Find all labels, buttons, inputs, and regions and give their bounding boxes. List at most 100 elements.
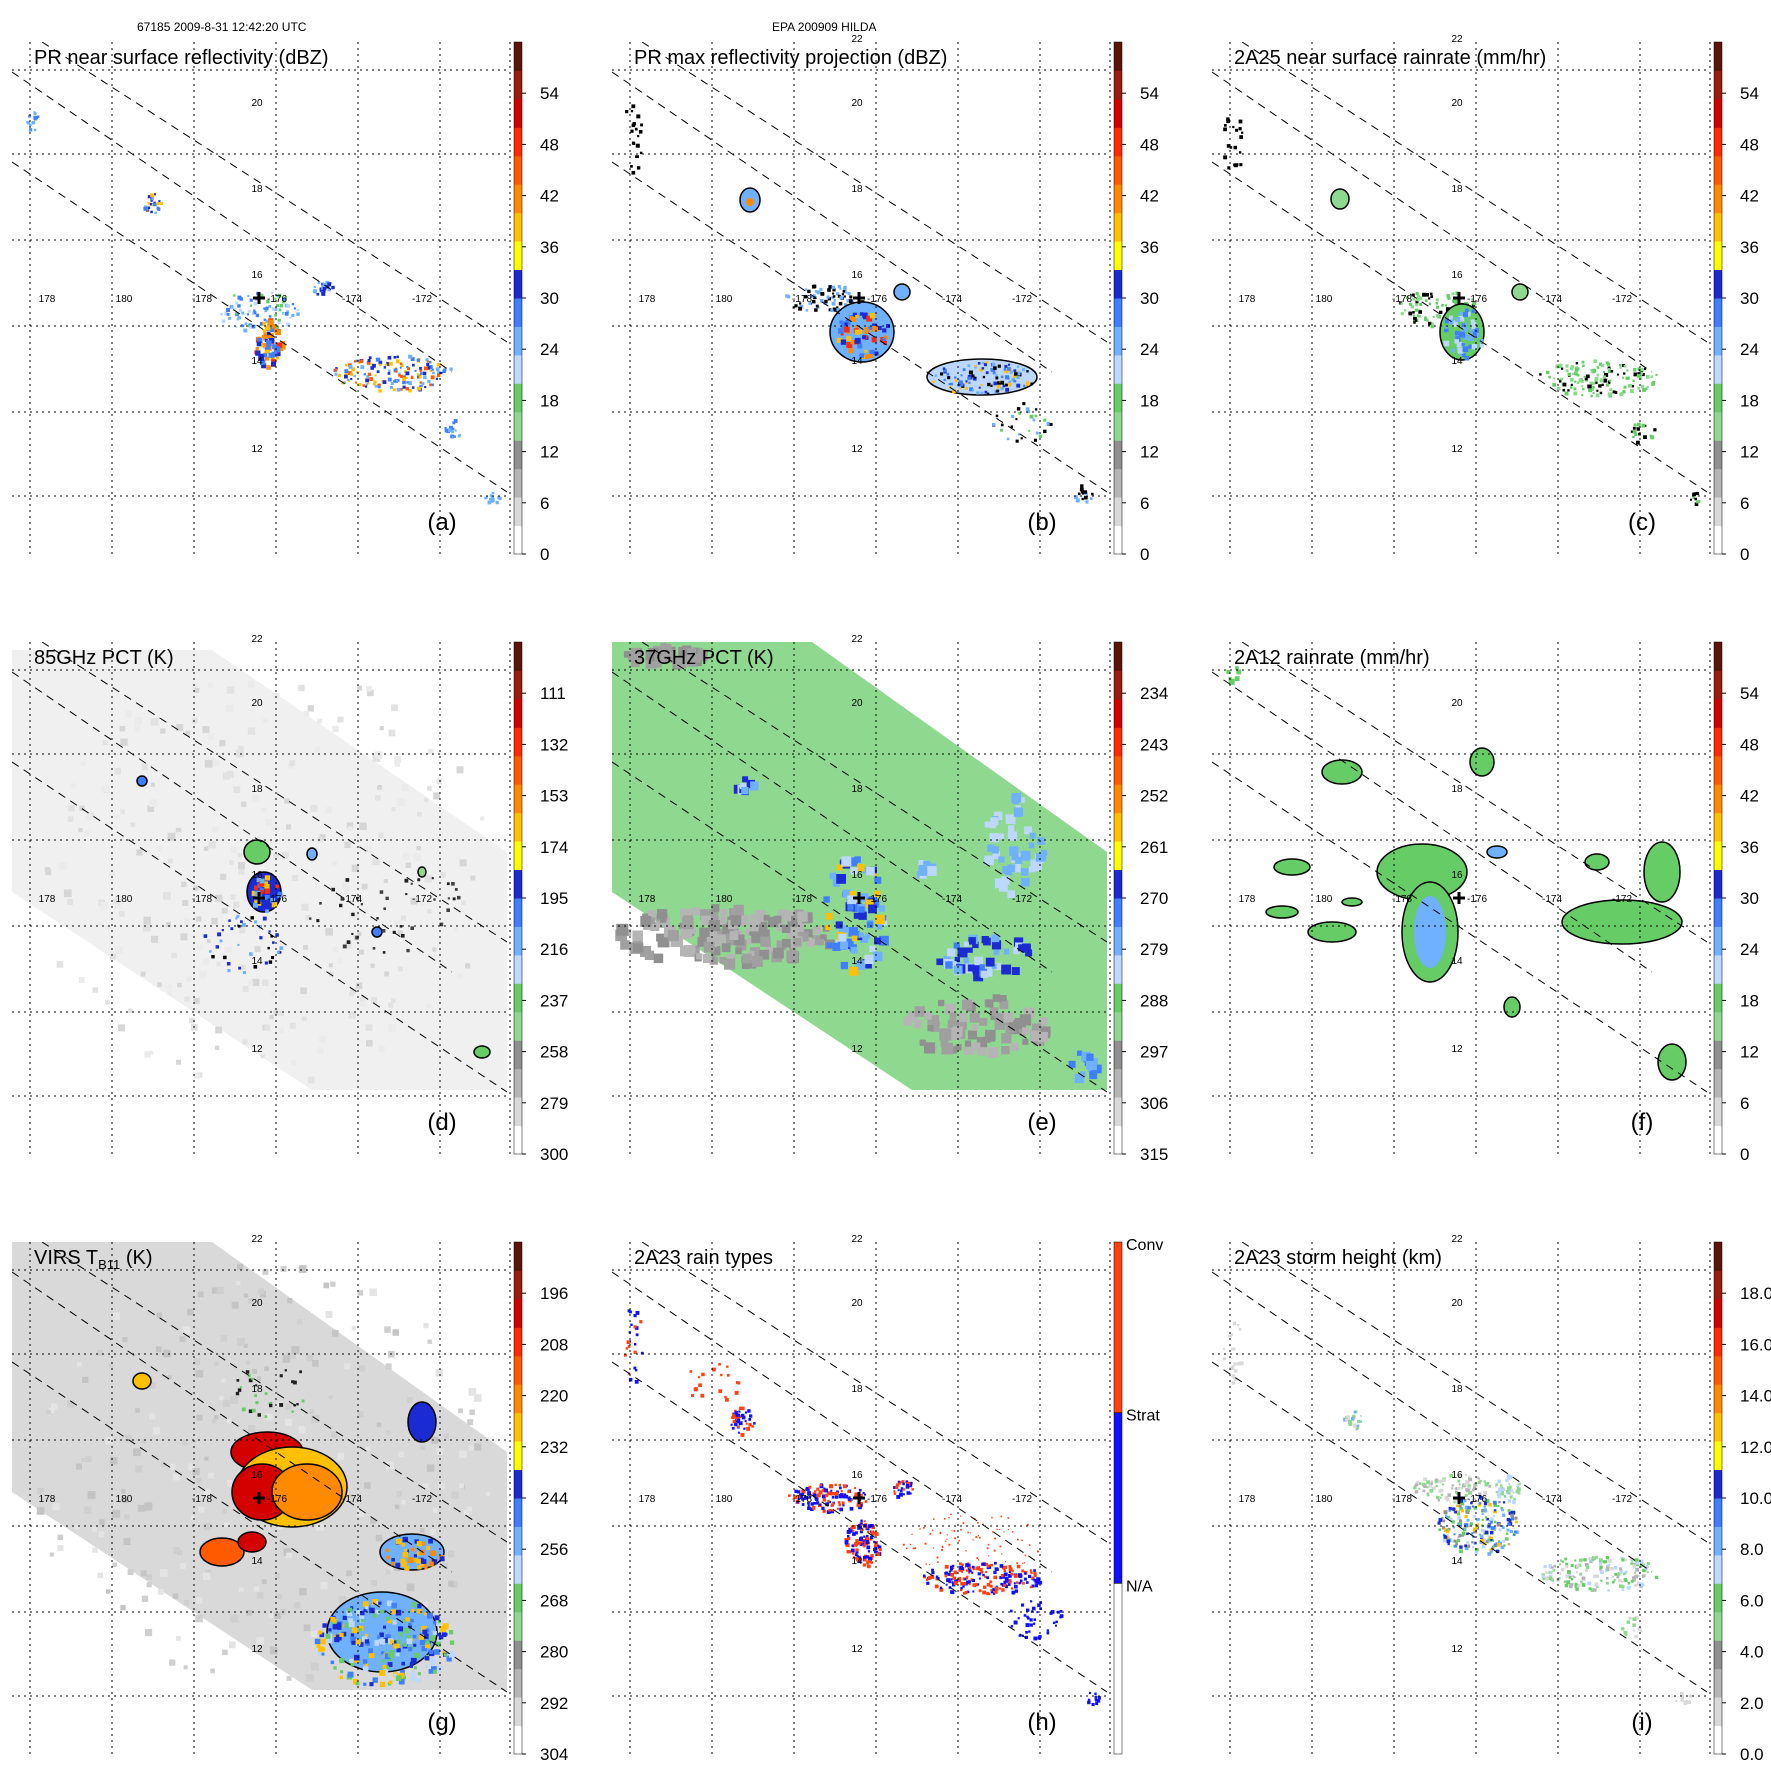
data-pixel xyxy=(1008,1574,1012,1578)
data-pixel xyxy=(291,1355,296,1360)
data-pixel xyxy=(251,794,260,803)
data-pixel xyxy=(223,772,231,780)
data-pixel xyxy=(442,369,446,373)
data-pixel xyxy=(922,1574,926,1578)
data-pixel xyxy=(443,1433,449,1439)
data-pixel xyxy=(236,1337,245,1346)
data-pixel xyxy=(1548,375,1551,379)
data-pixel xyxy=(1471,303,1475,307)
data-pixel xyxy=(1089,1071,1098,1080)
colorbar-segment xyxy=(514,1697,522,1727)
colorbar-segment xyxy=(1114,298,1122,327)
data-pixel xyxy=(776,940,787,951)
data-pixel xyxy=(259,359,266,365)
data-pixel xyxy=(1516,1484,1520,1488)
data-pixel xyxy=(402,1552,409,1558)
data-pixel xyxy=(939,1586,943,1589)
data-pixel xyxy=(337,373,342,377)
data-pixel xyxy=(267,946,270,950)
data-field xyxy=(1222,1321,1692,1705)
data-pixel xyxy=(1498,1528,1502,1532)
data-pixel xyxy=(1454,298,1458,302)
data-pixel xyxy=(1018,1582,1021,1585)
data-pixel xyxy=(78,827,83,833)
data-pixel xyxy=(1463,312,1468,318)
data-pixel xyxy=(1016,1581,1019,1584)
data-pixel xyxy=(1459,351,1464,357)
data-pixel xyxy=(316,919,320,923)
data-pixel xyxy=(264,1392,268,1395)
data-pixel xyxy=(1232,125,1235,129)
data-pixel xyxy=(687,648,696,658)
data-pixel xyxy=(1473,1498,1476,1501)
data-pixel xyxy=(278,1010,284,1016)
data-pixel xyxy=(236,1280,241,1286)
data-pixel xyxy=(672,656,681,665)
data-pixel xyxy=(1599,1565,1603,1569)
data-pixel xyxy=(450,428,453,431)
data-pixel xyxy=(433,1621,437,1625)
data-pixel xyxy=(993,1549,996,1552)
data-pixel xyxy=(393,920,401,928)
data-pixel xyxy=(1613,1578,1616,1582)
data-pixel xyxy=(971,389,975,392)
data-pixel xyxy=(241,324,245,328)
data-pixel xyxy=(365,1641,370,1646)
data-pixel xyxy=(838,1503,842,1507)
data-pixel xyxy=(355,1681,360,1686)
data-pixel xyxy=(1010,1572,1014,1576)
data-pixel xyxy=(144,1051,151,1058)
data-pixel xyxy=(625,1347,629,1350)
data-pixel xyxy=(318,1630,323,1635)
data-pixel xyxy=(837,1501,841,1504)
data-pixel xyxy=(359,996,364,1001)
data-pixel xyxy=(1552,1569,1556,1572)
data-pixel xyxy=(257,1376,261,1381)
data-pixel xyxy=(963,941,969,947)
data-pixel xyxy=(386,1430,391,1435)
data-pixel xyxy=(417,1672,421,1676)
data-pixel xyxy=(368,1648,373,1654)
data-pixel xyxy=(990,368,994,371)
data-pixel xyxy=(1631,385,1635,388)
data-pixel xyxy=(463,1509,470,1516)
data-pixel xyxy=(355,381,357,384)
data-pixel xyxy=(849,890,856,898)
data-pixel xyxy=(1471,298,1474,301)
data-pixel xyxy=(1029,1618,1033,1622)
data-pixel xyxy=(1037,1550,1039,1553)
data-pixel xyxy=(1483,1491,1488,1495)
data-pixel xyxy=(1479,339,1484,343)
data-pixel xyxy=(1636,1581,1641,1586)
data-pixel xyxy=(1517,1492,1521,1495)
data-pixel xyxy=(305,1674,314,1682)
data-pixel xyxy=(1655,1575,1659,1580)
data-pixel xyxy=(364,1482,371,1489)
data-pixel xyxy=(896,1495,901,1499)
data-pixel xyxy=(1016,365,1020,369)
data-pixel xyxy=(350,378,353,381)
data-pixel xyxy=(1625,1559,1627,1562)
data-pixel xyxy=(893,1492,897,1495)
data-pixel xyxy=(422,1629,428,1635)
data-pixel xyxy=(987,1564,990,1568)
data-pixel xyxy=(698,1376,701,1379)
data-pixel xyxy=(301,903,309,911)
lon-tick-label: -174 xyxy=(942,294,962,305)
data-pixel xyxy=(419,384,422,387)
data-pixel xyxy=(28,114,31,118)
data-pixel xyxy=(1465,1509,1469,1514)
data-pixel xyxy=(211,917,218,925)
colorbar-segment xyxy=(1114,1097,1122,1127)
data-pixel xyxy=(313,285,316,288)
data-pixel xyxy=(36,115,40,118)
data-pixel xyxy=(1436,314,1440,318)
data-pixel xyxy=(1011,1569,1014,1572)
data-pixel xyxy=(1000,380,1005,385)
data-pixel xyxy=(241,1407,246,1412)
data-pixel xyxy=(391,1562,395,1566)
contour-cell xyxy=(1486,845,1508,859)
colorbar-tick-label: 0 xyxy=(1140,545,1149,564)
data-pixel xyxy=(840,961,848,970)
data-pixel xyxy=(398,1678,405,1685)
